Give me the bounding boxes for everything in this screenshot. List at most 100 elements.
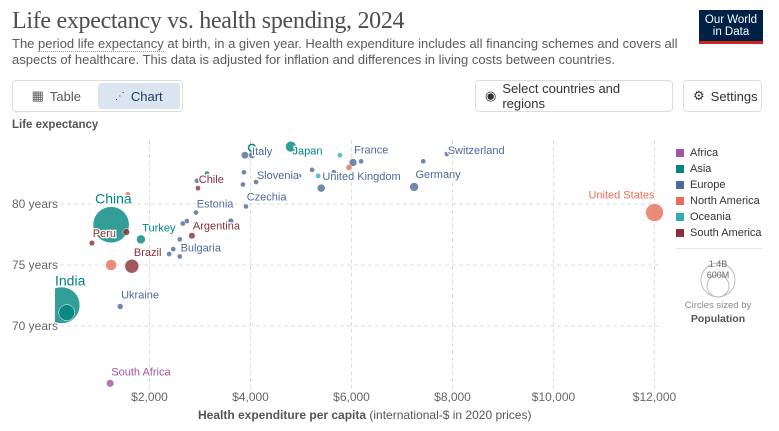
data-point[interactable] [345, 164, 353, 171]
data-point-brazil[interactable] [124, 258, 140, 274]
data-point-japan[interactable] [285, 141, 297, 153]
legend-item-oceania[interactable]: Oceania [676, 209, 762, 225]
data-point[interactable] [247, 143, 257, 153]
legend-label: North America [690, 195, 760, 207]
select-countries-label: Select countries and regions [502, 81, 621, 111]
data-point[interactable] [330, 169, 337, 176]
gear-icon: ⚙ [693, 88, 705, 103]
data-point-slovenia[interactable] [253, 179, 259, 185]
legend-swatch [676, 181, 684, 189]
legend-divider [676, 248, 762, 249]
tab-chart[interactable]: ⋰ Chart [97, 83, 180, 109]
points-layer [55, 141, 664, 388]
data-point[interactable] [420, 158, 427, 165]
tab-chart-label: Chart [130, 88, 163, 104]
data-point-italy[interactable] [240, 151, 249, 160]
legend-label: Asia [690, 163, 712, 175]
data-point-chile[interactable] [195, 185, 201, 191]
legend-item-europe[interactable]: Europe [676, 177, 762, 193]
data-point[interactable] [166, 251, 173, 257]
data-point[interactable] [240, 181, 246, 188]
data-point[interactable] [105, 259, 117, 271]
data-point-argentina[interactable] [188, 232, 196, 240]
y-tick-label: 70 years [12, 319, 58, 333]
scatter-chart-icon: ⋰ [114, 90, 125, 102]
x-tick-label: $12,000 [633, 390, 677, 404]
legend-swatch [676, 149, 684, 157]
data-point[interactable] [170, 246, 177, 252]
point-label: Czechia [247, 191, 288, 203]
point-label: Ukraine [121, 289, 159, 301]
data-point-peru[interactable] [88, 239, 95, 247]
data-point[interactable] [337, 152, 343, 159]
select-countries-button[interactable]: ◉ Select countries and regions [475, 80, 673, 112]
data-point-germany[interactable] [409, 182, 419, 192]
legend-item-south-america[interactable]: South America [676, 225, 762, 241]
data-point[interactable] [296, 173, 302, 179]
point-label: Bulgaria [181, 242, 222, 254]
y-tick-label: 80 years [12, 197, 58, 211]
data-point-estonia[interactable] [193, 209, 199, 216]
data-point-turkey[interactable] [136, 234, 146, 245]
data-point-ukraine[interactable] [116, 303, 124, 310]
legend-label: Oceania [690, 211, 731, 223]
period-life-expectancy-link[interactable]: period life expectancy [38, 36, 164, 52]
x-axis-label: Health expenditure per capita (internati… [198, 408, 531, 422]
x-tick-label: $2,000 [131, 390, 168, 404]
point-label: United States [588, 190, 655, 202]
data-point[interactable] [184, 218, 190, 224]
table-icon: ▦ [31, 88, 44, 103]
point-label: Peru [93, 228, 116, 240]
chart-subtitle: The period life expectancy at birth, in … [12, 36, 682, 67]
y-axis-label: Life expectancy [12, 119, 99, 131]
x-tick-label: $8,000 [434, 390, 471, 404]
data-point-united-kingdom[interactable] [316, 183, 326, 193]
eye-icon: ◉ [485, 88, 497, 103]
legend-swatch [676, 229, 684, 237]
point-label: Chile [199, 174, 224, 186]
data-point[interactable] [241, 169, 247, 176]
data-point-bulgaria[interactable] [176, 253, 183, 260]
legend-item-asia[interactable]: Asia [676, 161, 762, 177]
data-point[interactable] [176, 236, 183, 243]
data-point-united-states[interactable] [645, 203, 664, 222]
data-point[interactable] [194, 177, 200, 184]
y-tick-label: 75 years [12, 258, 58, 272]
point-label: Estonia [197, 199, 235, 211]
settings-button[interactable]: ⚙ Settings [683, 80, 762, 112]
data-point[interactable] [309, 166, 315, 173]
data-point-france[interactable] [348, 158, 358, 167]
legend-swatch [676, 197, 684, 205]
data-point-switzerland[interactable] [444, 151, 450, 157]
point-label: United Kingdom [322, 171, 400, 183]
tab-table[interactable]: ▦ Table [15, 83, 98, 109]
data-point[interactable] [315, 173, 322, 179]
point-label: Argentina [193, 221, 241, 233]
data-point[interactable] [358, 158, 364, 165]
legend: Africa Asia Europe North America Oceania Sout… [676, 145, 762, 241]
data-point[interactable] [124, 191, 131, 198]
data-point[interactable] [58, 304, 75, 321]
chart-title: Life expectancy vs. health spending, 202… [12, 8, 405, 34]
logo-text: Our World in Data [704, 14, 758, 38]
data-point[interactable] [227, 217, 234, 225]
data-point[interactable] [248, 151, 256, 159]
legend-swatch [676, 165, 684, 173]
data-point-china[interactable] [92, 206, 130, 244]
data-point[interactable] [204, 170, 210, 177]
data-point-czechia[interactable] [243, 203, 249, 210]
subtitle-text: at birth, in a given year. Health expend… [12, 36, 678, 67]
legend-item-africa[interactable]: Africa [676, 145, 762, 161]
x-tick-label: $6,000 [333, 390, 370, 404]
point-label: China [95, 191, 132, 207]
legend-label: Africa [690, 147, 719, 159]
owid-logo[interactable]: Our World in Data [699, 10, 763, 44]
data-point-south-africa[interactable] [106, 379, 115, 388]
data-point[interactable] [122, 228, 130, 236]
legend-item-north-america[interactable]: North America [676, 193, 762, 209]
legend-label: Europe [690, 179, 726, 191]
point-label: South Africa [111, 366, 171, 378]
point-label: Germany [415, 169, 461, 181]
x-axis-label-bold: Health expenditure per capita [198, 408, 367, 422]
